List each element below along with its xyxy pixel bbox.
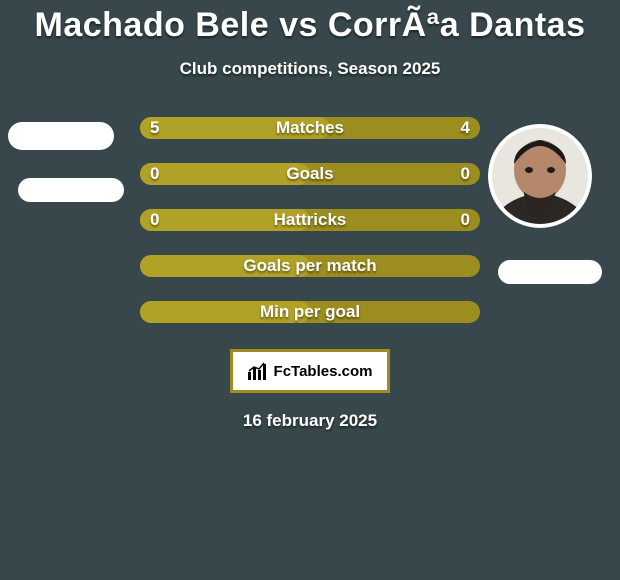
left-player-pill-2 <box>18 178 124 202</box>
stat-label: Goals per match <box>140 255 480 277</box>
stat-row: Goals per match <box>140 255 480 277</box>
page-title: Machado Bele vs CorrÃªa Dantas <box>0 6 620 45</box>
subtitle: Club competitions, Season 2025 <box>0 59 620 79</box>
brand-text: FcTables.com <box>274 363 373 380</box>
right-player-avatar <box>488 124 592 228</box>
date-text: 16 february 2025 <box>0 411 620 431</box>
stat-row: 00Goals <box>140 163 480 185</box>
stat-label: Hattricks <box>140 209 480 231</box>
stat-row: 00Hattricks <box>140 209 480 231</box>
h2h-card: Machado Bele vs CorrÃªa Dantas Club comp… <box>0 0 620 580</box>
stat-label: Goals <box>140 163 480 185</box>
brand-box: FcTables.com <box>230 349 390 393</box>
stat-row: Min per goal <box>140 301 480 323</box>
right-player-pill <box>498 260 602 284</box>
stat-row: 54Matches <box>140 117 480 139</box>
left-player-pill-1 <box>8 122 114 150</box>
brand-chart-icon <box>248 362 268 380</box>
stat-label: Matches <box>140 117 480 139</box>
stat-bars: 54Matches 00Goals 00Hattricks Goals per mat… <box>140 117 480 323</box>
stat-label: Min per goal <box>140 301 480 323</box>
